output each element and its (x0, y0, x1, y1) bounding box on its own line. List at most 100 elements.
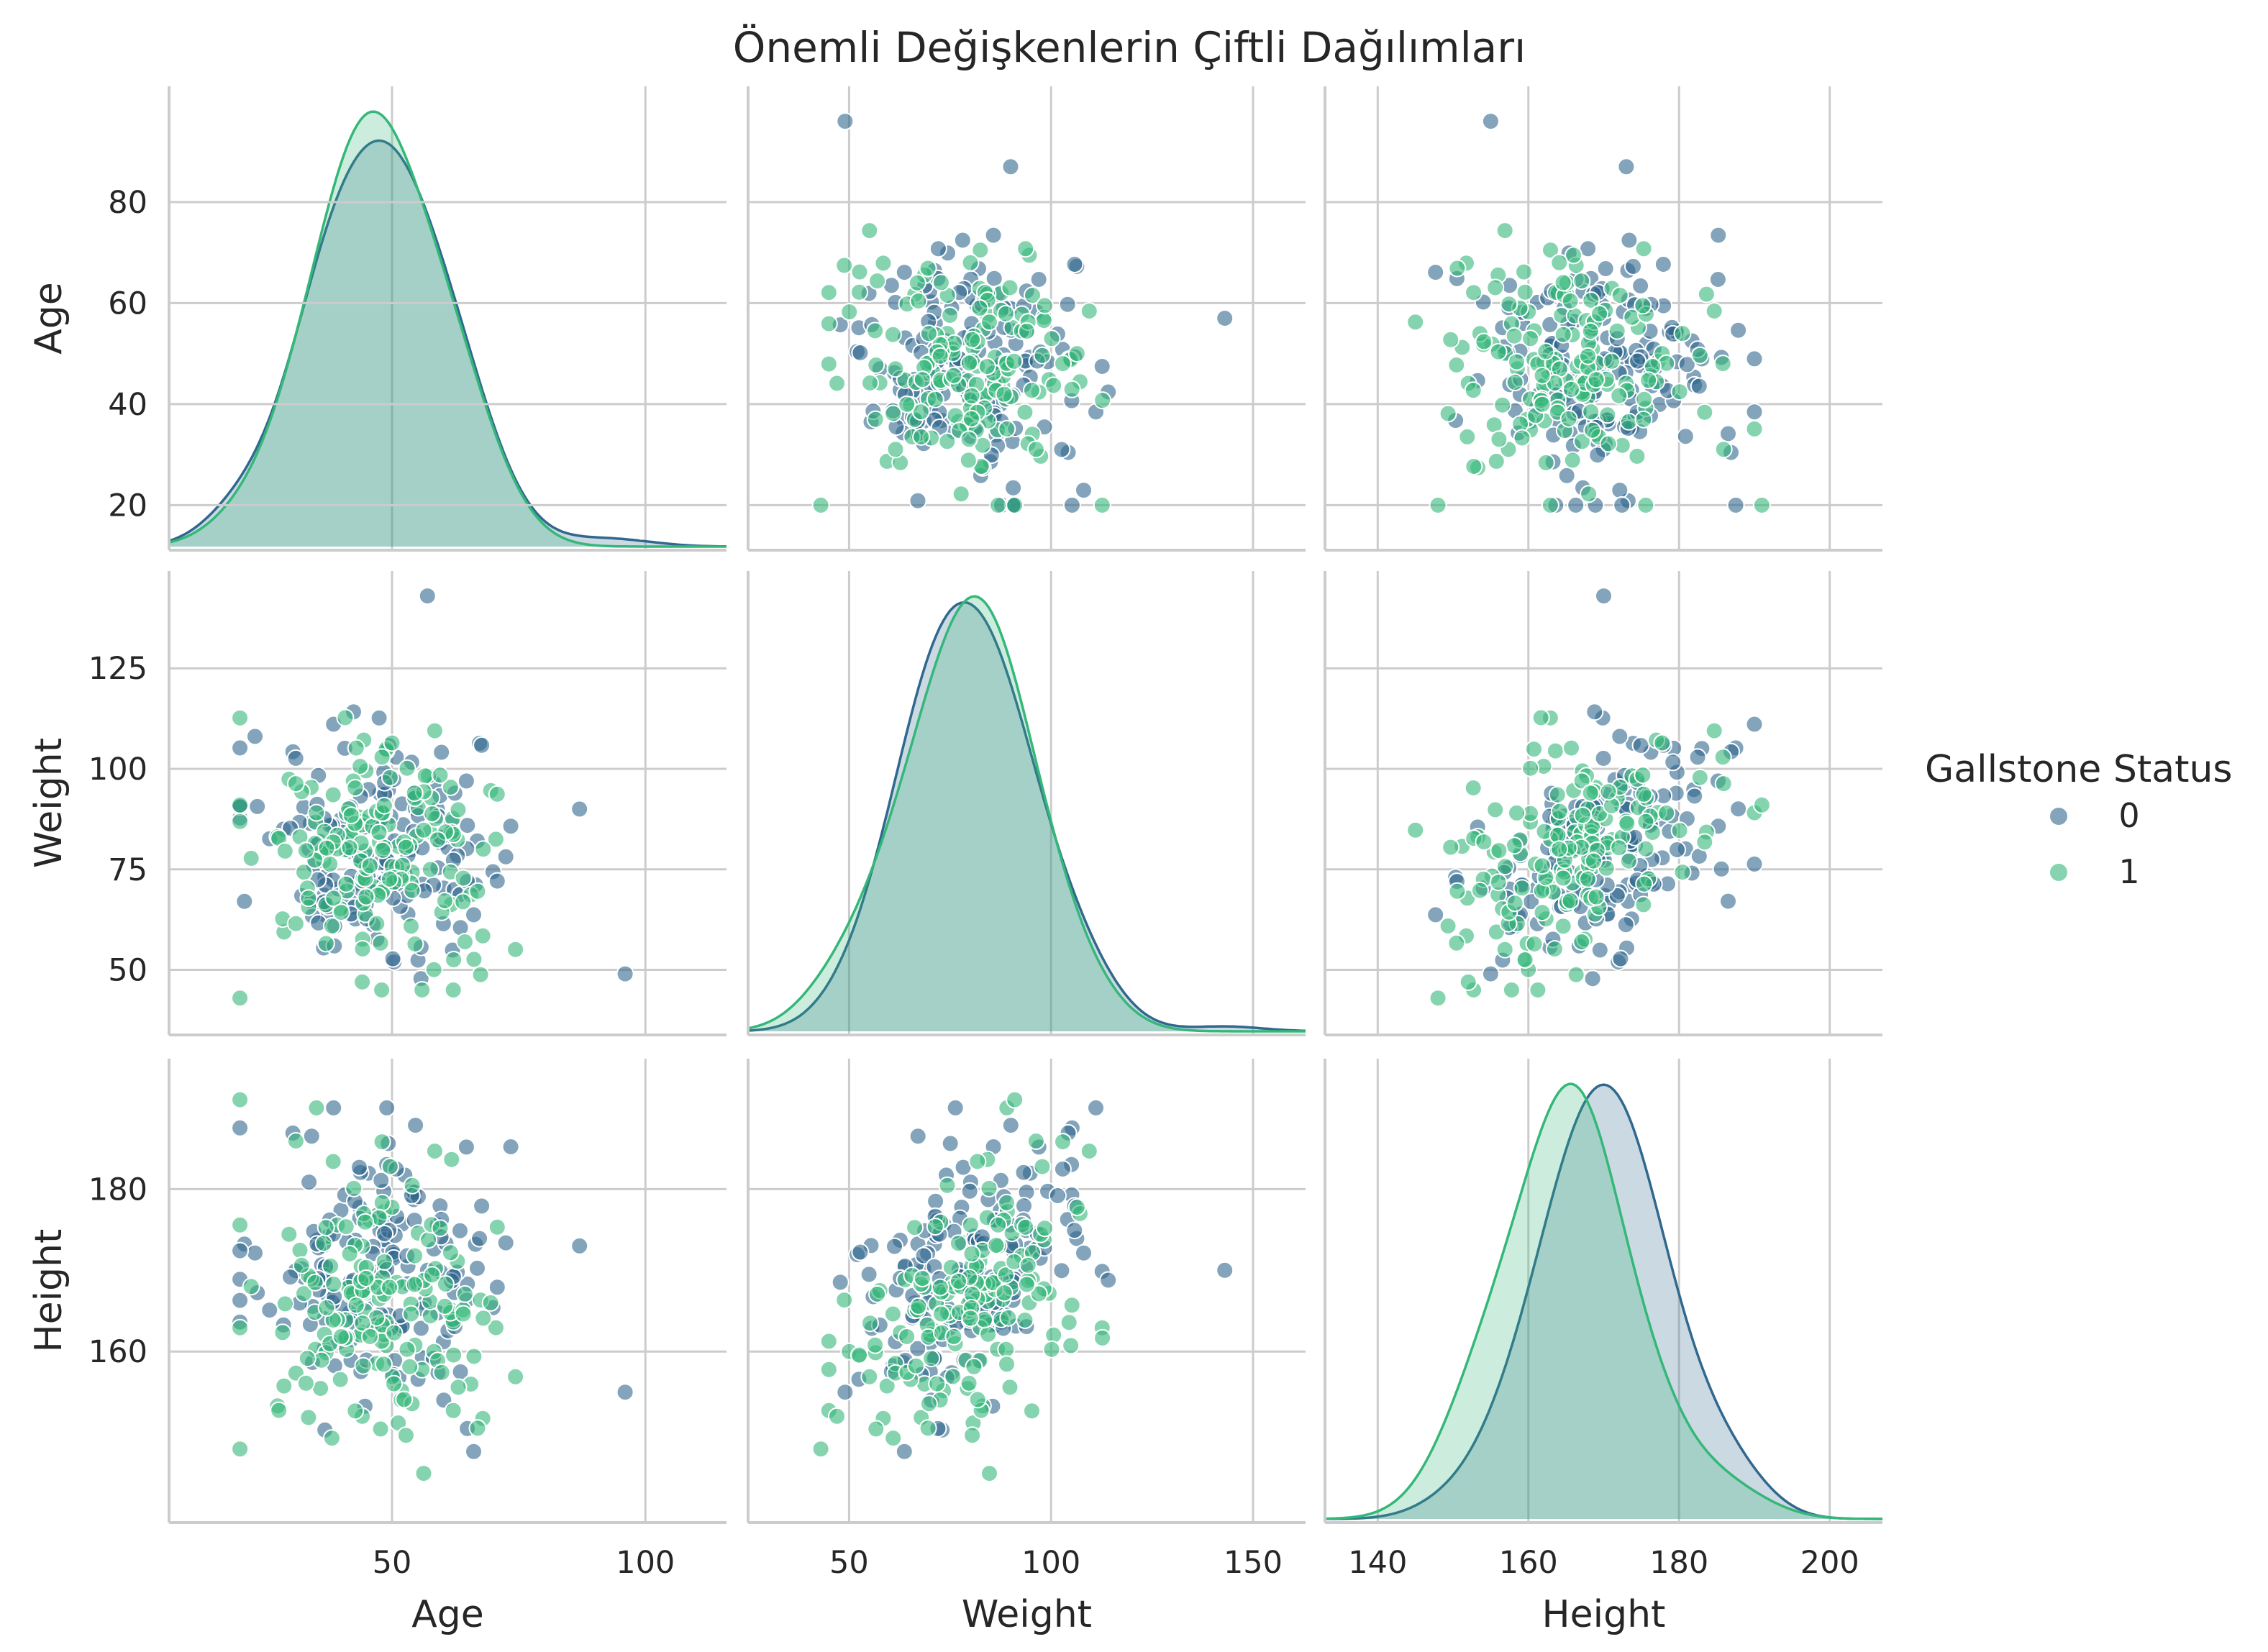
scatter-point-series-1 (1508, 352, 1526, 371)
scatter-point-series-1 (231, 989, 250, 1008)
scatter-point-series-1 (1548, 785, 1567, 804)
scatter-point-series-1 (1442, 330, 1460, 349)
scatter-point-series-1 (1635, 875, 1654, 893)
scatter-point-series-0 (1729, 321, 1748, 339)
scatter-point-series-1 (987, 1236, 1006, 1254)
scatter-point-series-1 (932, 273, 950, 292)
scatter-point-series-1 (1533, 903, 1552, 922)
scatter-point-series-0 (570, 1236, 589, 1255)
scatter-point-series-1 (932, 1305, 950, 1323)
scatter-point-series-1 (296, 1374, 315, 1392)
scatter-point-series-1 (455, 933, 474, 951)
scatter-point-series-1 (1572, 933, 1591, 951)
scatter-point-series-1 (465, 1347, 483, 1366)
scatter-point-series-0 (248, 797, 267, 816)
scatter-point-series-0 (1611, 949, 1630, 968)
scatter-point-series-1 (360, 1327, 379, 1346)
panel-grid: 20 40 60 80 Age 50 75 100 125 Weight 160 180 Height 5… (27, 86, 1882, 1636)
kde-area-series-1 (169, 111, 727, 547)
scatter-point-series-1 (1493, 396, 1512, 414)
scatter-point-series-1 (1554, 869, 1572, 887)
scatter-point-series-1 (454, 893, 473, 911)
panel-height-vs-weight: 50 100 150 Weight (747, 1059, 1306, 1636)
scatter-point-series-1 (913, 1269, 932, 1287)
scatter-point-series-1 (1080, 1142, 1098, 1160)
scatter-point-series-1 (989, 1215, 1008, 1234)
scatter-point-series-1 (444, 1401, 463, 1420)
scatter-point-series-0 (496, 1233, 515, 1252)
scatter-point-series-1 (435, 892, 454, 910)
scatter-point-series-1 (884, 404, 903, 423)
scatter-point-series-1 (316, 934, 335, 953)
scatter-point-series-1 (1024, 286, 1042, 305)
scatter-point-series-1 (360, 857, 379, 875)
scatter-point-series-1 (1017, 322, 1036, 340)
scatter-point-series-1 (1006, 496, 1024, 514)
scatter-point-series-1 (1670, 383, 1689, 401)
scatter-point-series-1 (1635, 390, 1654, 409)
scatter-point-series-1 (454, 869, 473, 887)
scatter-point-series-1 (455, 1284, 474, 1303)
scatter-point-series-1 (1406, 821, 1425, 839)
scatter-point-series-1 (1608, 321, 1626, 340)
scatter-point-series-1 (980, 1464, 998, 1483)
kde-area-series-1 (1325, 1084, 1882, 1519)
scatter-point-series-1 (445, 951, 463, 969)
scatter-point-series-0 (1729, 800, 1748, 818)
scatter-point-series-1 (337, 1218, 355, 1236)
scatter-point-series-1 (961, 253, 980, 272)
scatter-point-series-0 (1617, 158, 1636, 176)
scatter-point-series-0 (281, 1268, 300, 1287)
scatter-point-series-1 (1619, 412, 1638, 431)
scatter-point-series-1 (1006, 1090, 1024, 1109)
scatter-point-series-1 (286, 914, 305, 933)
scatter-point-series-1 (1448, 259, 1467, 278)
scatter-point-series-1 (1690, 346, 1709, 365)
scatter-point-series-0 (1099, 1271, 1118, 1290)
scatter-point-series-1 (1495, 222, 1514, 240)
scatter-point-series-0 (246, 1243, 264, 1262)
scatter-point-series-1 (486, 830, 505, 849)
scatter-point-series-1 (506, 940, 525, 959)
scatter-point-series-0 (895, 263, 914, 282)
scatter-point-series-0 (350, 1158, 368, 1177)
scatter-point-series-1 (819, 283, 838, 302)
scatter-point-series-1 (907, 1356, 925, 1375)
scatter-point-series-1 (425, 721, 444, 740)
scatter-point-series-1 (850, 283, 868, 301)
scatter-point-series-1 (231, 1215, 250, 1234)
scatter-point-series-1 (819, 355, 838, 373)
scatter-point-series-0 (1631, 736, 1650, 754)
scatter-point-series-1 (878, 1377, 896, 1395)
scatter-point-series-1 (1634, 895, 1653, 914)
scatter-point-series-0 (1004, 478, 1023, 497)
scatter-point-series-0 (929, 239, 947, 258)
scatter-point-series-1 (1475, 332, 1493, 351)
scatter-point-series-1 (441, 1243, 460, 1262)
scatter-point-series-1 (1448, 882, 1467, 900)
scatter-point-series-0 (473, 1197, 491, 1215)
scatter-point-series-1 (1513, 879, 1531, 898)
scatter-point-series-1 (1636, 496, 1655, 514)
scatter-point-series-1 (1506, 894, 1524, 913)
scatter-point-series-1 (1042, 329, 1061, 348)
scatter-point-series-1 (1044, 376, 1063, 395)
kde-line-series-0 (168, 139, 727, 548)
scatter-point-series-1 (1017, 1275, 1036, 1294)
scatter-point-series-1 (332, 1328, 350, 1346)
scatter-point-series-0 (1616, 916, 1635, 934)
scatter-point-series-1 (337, 875, 355, 893)
scatter-point-series-1 (1067, 344, 1086, 363)
y-tick-label: 60 (108, 286, 147, 321)
scatter-point-series-1 (962, 386, 981, 405)
scatter-point-series-1 (347, 739, 365, 757)
scatter-point-series-1 (962, 409, 980, 428)
scatter-point-series-1 (468, 882, 487, 900)
scatter-point-series-1 (449, 1378, 468, 1397)
scatter-point-series-1 (913, 370, 932, 389)
scatter-point-series-0 (488, 872, 506, 890)
y-axis-label: Weight (27, 738, 70, 868)
scatter-point-series-1 (835, 1291, 854, 1310)
panel-age-vs-weight (747, 86, 1306, 552)
